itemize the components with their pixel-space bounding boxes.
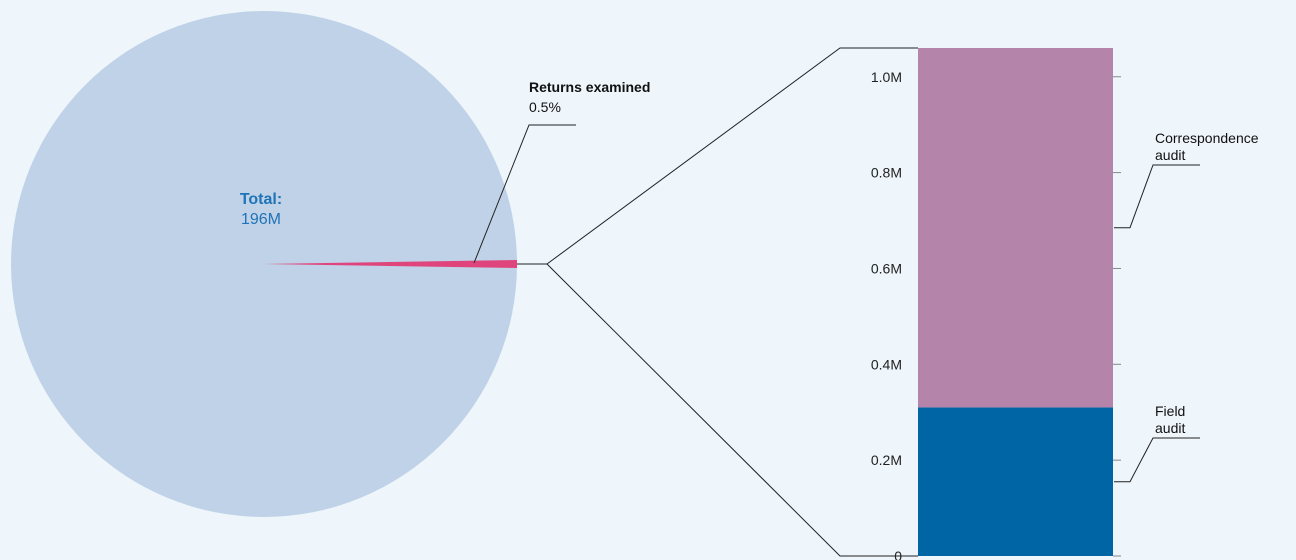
y-tick-label: 0.8M	[871, 165, 902, 181]
pie-slice-examined	[264, 260, 518, 268]
y-tick-label: 0	[894, 548, 902, 560]
y-tick-label: 1.0M	[871, 69, 902, 85]
pie-chart: Total: 196M	[11, 11, 518, 517]
callout-title: Returns examined	[529, 79, 650, 95]
series-label-leader	[1114, 437, 1200, 483]
connector-line-top	[546, 47, 918, 265]
series-label-line: Field	[1155, 403, 1185, 419]
series-label-correspondence-audit: Correspondence audit	[1155, 130, 1259, 163]
zoom-connector	[517, 47, 918, 557]
examined-callout: Returns examined 0.5%	[473, 79, 650, 264]
y-axis: 0 0.2M 0.4M 0.6M 0.8M 1.0M	[871, 69, 1121, 560]
pie-total-value: 196M	[241, 211, 281, 228]
series-label-line: Correspondence	[1155, 130, 1259, 146]
pie-total-title: Total:	[240, 191, 282, 208]
connector-line-bottom	[546, 263, 918, 557]
bar-segment-field-audit	[918, 407, 1113, 556]
series-label-line: audit	[1155, 147, 1185, 163]
callout-value: 0.5%	[529, 99, 561, 115]
series-label-line: audit	[1155, 420, 1185, 436]
y-tick-label: 0.2M	[871, 452, 902, 468]
y-tick-label: 0.4M	[871, 356, 902, 372]
stacked-bar-chart: 00.2M0.4M0.6M0.8M1.0M Field auditCorrespo…	[871, 48, 1259, 560]
y-tick-label: 0.6M	[871, 260, 902, 276]
bar-segment-correspondence-audit	[918, 48, 1113, 408]
series-label-field-audit: Field audit	[1155, 403, 1185, 436]
callout-leader-line	[473, 124, 576, 264]
series-label-leader	[1114, 164, 1200, 229]
